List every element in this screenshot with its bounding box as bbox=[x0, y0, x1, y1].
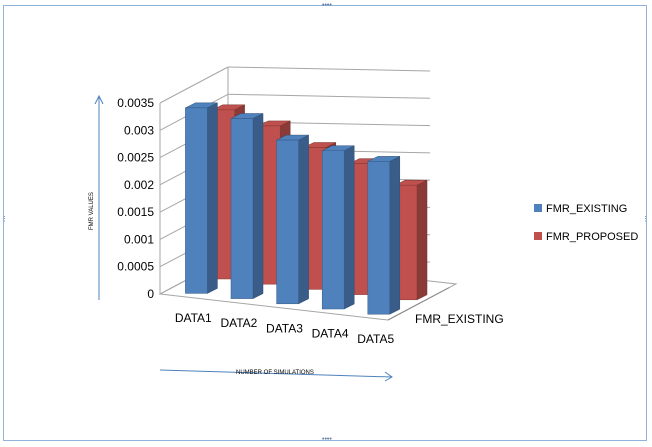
y-tick-label: 0 bbox=[147, 287, 154, 301]
category-labels: DATA1 DATA2 DATA3 DATA4 DATA5 bbox=[175, 311, 395, 346]
legend: FMR_EXISTING FMR_PROPOSED bbox=[534, 203, 638, 243]
y-tick-label: 0.002 bbox=[124, 178, 154, 192]
bar-fmr_existing-data5 bbox=[367, 155, 401, 315]
legend-swatch bbox=[534, 232, 542, 240]
y-tick-labels: 0 0.0005 0.001 0.0015 0.002 0.0025 0.003 0.0035 bbox=[117, 96, 154, 301]
category-label: DATA1 bbox=[175, 311, 212, 325]
depth-axis-label: FMR_EXISTING bbox=[415, 312, 504, 326]
y-tick-label: 0.0005 bbox=[117, 260, 154, 274]
bar-fmr_proposed-data5 bbox=[394, 179, 428, 301]
y-tick-label: 0.0015 bbox=[117, 205, 154, 219]
bar-fmr_existing-data4 bbox=[321, 145, 355, 310]
y-tick-label: 0.001 bbox=[124, 232, 154, 246]
resize-handle-right[interactable]: ⋮ bbox=[642, 216, 649, 223]
y-tick-label: 0.0025 bbox=[117, 151, 154, 165]
legend-swatch bbox=[534, 204, 542, 212]
legend-entry: FMR_EXISTING bbox=[546, 203, 627, 215]
chart-bars bbox=[185, 102, 428, 315]
x-axis-arrowhead bbox=[384, 371, 393, 382]
y-tick-label: 0.003 bbox=[124, 123, 154, 137]
legend-entry: FMR_PROPOSED bbox=[546, 231, 638, 243]
bar-fmr_existing-data1 bbox=[185, 102, 218, 294]
y-tick-label: 0.0035 bbox=[117, 96, 154, 110]
category-label: DATA5 bbox=[357, 332, 394, 346]
depth-axis-line bbox=[387, 287, 450, 321]
category-label: DATA2 bbox=[220, 316, 257, 330]
category-label: DATA4 bbox=[312, 327, 349, 341]
y-axis-arrowhead bbox=[94, 94, 104, 105]
x-axis-arrow bbox=[159, 369, 393, 378]
category-label: DATA3 bbox=[266, 321, 303, 335]
resize-handle-bottom[interactable]: •••• bbox=[322, 436, 332, 443]
bar-fmr_existing-data3 bbox=[276, 134, 309, 305]
x-axis-label: NUMBER OF SIMULATIONS bbox=[236, 370, 314, 376]
grid-line-back bbox=[227, 66, 431, 72]
grid-line-back bbox=[227, 93, 431, 99]
grid-line-left bbox=[159, 66, 229, 104]
y-axis-label: FMR VALUES bbox=[89, 192, 95, 230]
bar-fmr_existing-data2 bbox=[230, 113, 264, 300]
resize-handle-top[interactable]: •••• bbox=[322, 2, 332, 9]
resize-handle-left[interactable]: ⋮ bbox=[1, 216, 8, 223]
